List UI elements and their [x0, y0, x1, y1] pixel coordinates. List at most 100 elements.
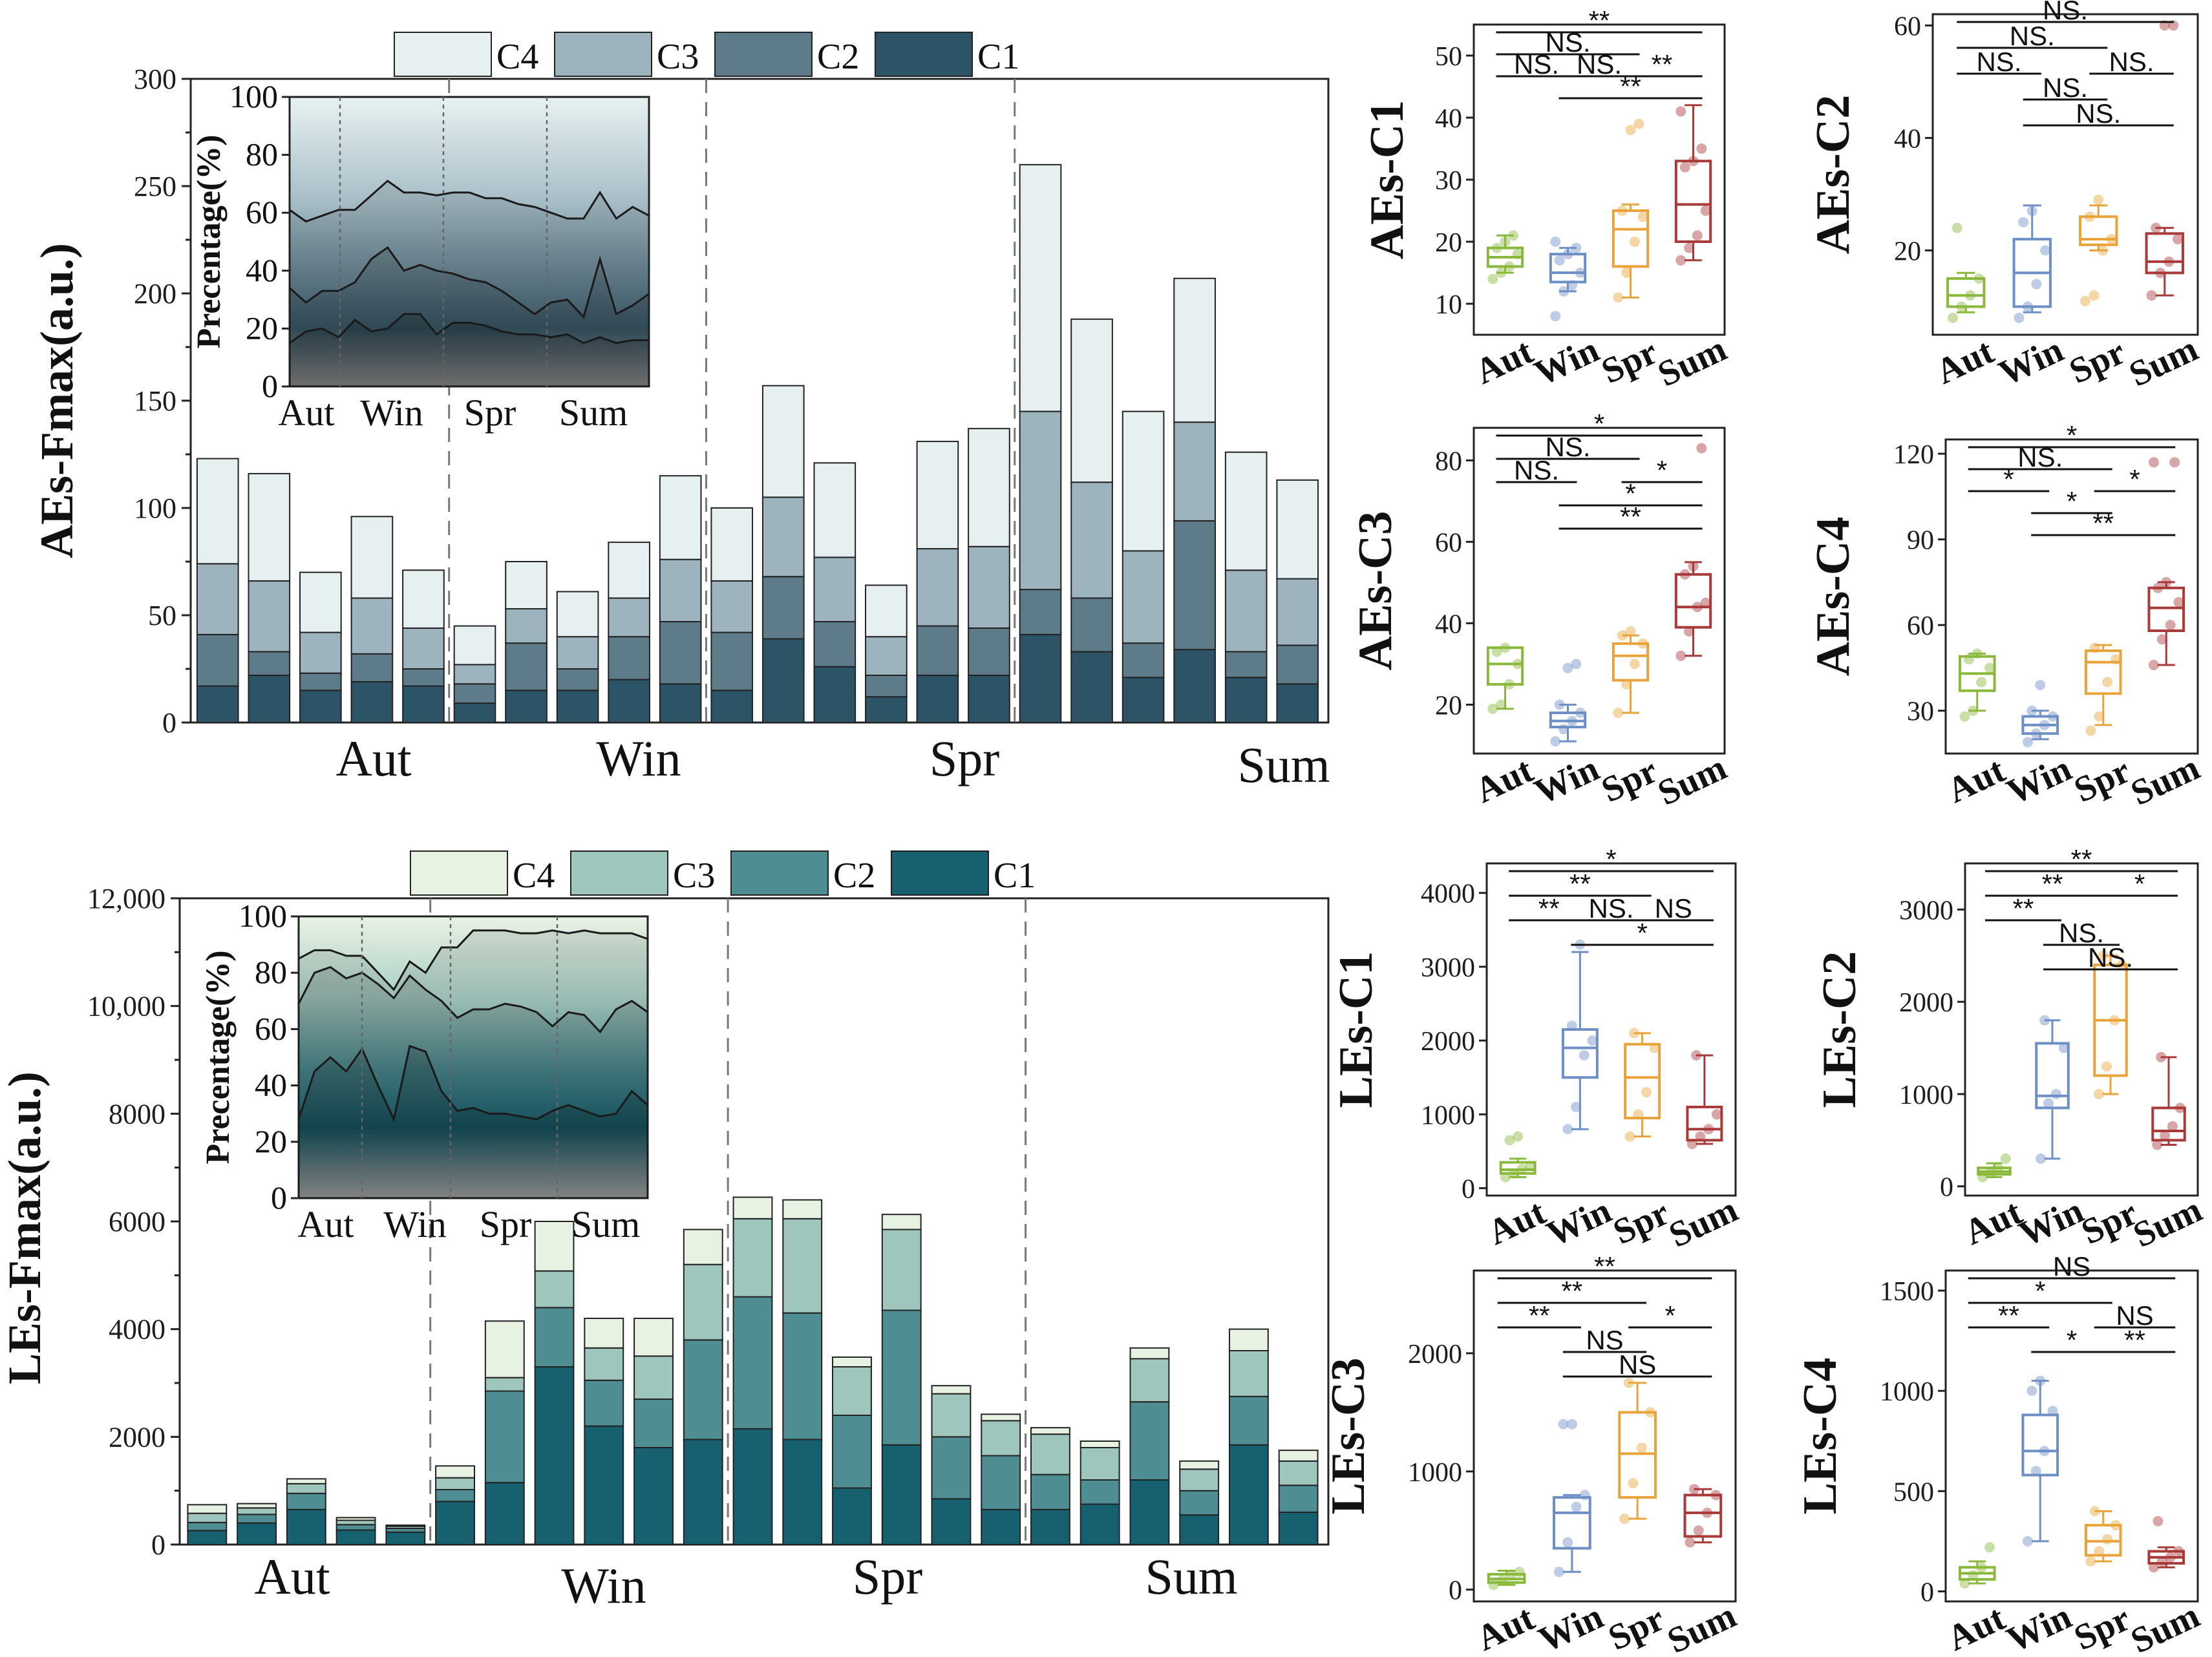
aes-c1-data-point: [1675, 106, 1686, 117]
les-bar-bar-c4: [1030, 1427, 1070, 1435]
aes-bar-bar-c3: [916, 548, 959, 627]
aes-c3-sig-label: **: [1620, 501, 1641, 532]
aes-c1-data-point: [1496, 268, 1507, 278]
les-bar-bar-c2: [286, 1492, 326, 1510]
aes-bar-inset-xtick-label: Spr: [464, 392, 516, 434]
les-c1-sig-label: *: [1637, 918, 1647, 948]
les-c2-ylabel: LEs-C2: [1813, 951, 1866, 1108]
les-c4-data-point: [2148, 1562, 2159, 1573]
aes-bar-bar-c1: [350, 681, 394, 724]
les-bar-inset: 0 20 40 60 80 100 Aut Win Spr Sum Precentage(%): [200, 898, 649, 1245]
aes-bar-bar-c2: [505, 642, 548, 691]
aes-bar-bar-c1: [453, 702, 496, 723]
aes-c4-ytick-label: 60: [1907, 611, 1934, 641]
aes-c4-ytick-label: 90: [1907, 526, 1934, 556]
les-c4-data-point: [2102, 1534, 2113, 1545]
aes-c1-ytick-label: 30: [1435, 166, 1462, 196]
les-c4-data-point: [1976, 1562, 1987, 1573]
les-c4-sig-label: *: [2035, 1276, 2045, 1306]
les-bar-bar-c1: [633, 1447, 674, 1545]
les-bar-bar-c4: [237, 1503, 277, 1509]
aes-c3-sig-label: NS.: [1514, 455, 1559, 485]
les-c3-sig-label: **: [1529, 1300, 1550, 1331]
les-c1-data-point: [1566, 1020, 1577, 1031]
aes-c1-data-point: [1637, 211, 1648, 222]
aes-bar-bar-c4: [968, 428, 1010, 547]
les-bar-bar-c1: [981, 1508, 1021, 1545]
les-bar-bar-c4: [385, 1525, 426, 1527]
les-c4-plot-frame: [1944, 1269, 2199, 1603]
les-bar-bar-c2: [981, 1455, 1021, 1510]
aes-c1-xtick-label: Sum: [1652, 329, 1732, 395]
aes-bar-ytick-label: 50: [148, 600, 176, 631]
les-c4-data-point: [2022, 1536, 2033, 1546]
aes-c1-ytick-label: 40: [1435, 104, 1462, 134]
aes-bar-legend-swatch-c4: [394, 32, 492, 77]
les-c3-data-point: [1553, 1567, 1564, 1578]
aes-c1-data-point: [1571, 242, 1582, 253]
les-bar-bar-c3: [435, 1477, 475, 1491]
les-bar-bar-c4: [1179, 1460, 1220, 1470]
aes-c1-sig-label: NS.: [1514, 49, 1559, 79]
les-bar-bar-c4: [832, 1356, 872, 1367]
les-c1-plot-frame: [1485, 862, 1737, 1197]
aes-c2-sig-label: NS.: [2010, 21, 2055, 51]
aes-bar-bar-c2: [813, 620, 856, 668]
aes-c3-data-point: [1637, 638, 1648, 649]
les-c3-ylabel: LEs-C3: [1322, 1358, 1375, 1515]
les-bar-bar-c3: [286, 1483, 326, 1494]
les-bar-bar-c3: [237, 1507, 277, 1515]
aes-bar-bar-c4: [813, 462, 856, 558]
aes-c3-data-point: [1696, 443, 1707, 454]
aes-c3-sig-label: NS.: [1545, 432, 1590, 462]
les-bar-bar-c3: [584, 1347, 624, 1381]
aes-c2-data-point: [1965, 290, 1976, 301]
les-c4-box-sum: [2147, 1515, 2185, 1573]
les-c1-sig-label: *: [1606, 844, 1616, 874]
les-bar-panel: 0 2000 4000 6000 8000 10,000 12,000 Aut Win Spr Su…: [0, 850, 1330, 1614]
aes-c4-data-point: [1963, 654, 1974, 665]
aes-bar-bar-c2: [402, 668, 445, 687]
aes-bar-legend-swatch-c1: [875, 32, 973, 77]
aes-bar-bar-c4: [1122, 410, 1165, 552]
aes-c4-data-point: [2085, 725, 2096, 736]
aes-c2-box-spr: [2079, 195, 2118, 306]
les-bar-inset-xtick-label: Spr: [480, 1203, 532, 1245]
les-c2-data-point: [2043, 1098, 2054, 1109]
les-c1-box-aut: [1499, 1131, 1537, 1183]
aes-c2-box-win: [2012, 204, 2052, 323]
les-c3-data-point: [1505, 1570, 1516, 1581]
les-c2-sig-label: *: [2134, 869, 2145, 899]
aes-c1-data-point: [1696, 143, 1707, 154]
les-bar-bar-c4: [881, 1214, 922, 1230]
aes-c1-box-body: [1549, 253, 1587, 284]
les-c1-sig-label: NS: [1655, 893, 1692, 923]
aes-c4-data-point: [2022, 737, 2033, 748]
aes-c2-ylabel: AEs-C2: [1807, 95, 1860, 255]
aes-c1-box-body: [1611, 209, 1650, 268]
aes-bar-ytick-label: 300: [134, 63, 176, 95]
aes-c4-sig-label: *: [2067, 420, 2077, 450]
aes-bar-bar-c3: [1070, 481, 1113, 599]
les-bar-season-label: Aut: [255, 1548, 330, 1605]
les-c2-data-point: [2152, 1139, 2163, 1150]
aes-bar-bar-c4: [556, 591, 599, 638]
aes-c2-data-point: [1947, 312, 1958, 323]
aes-c1-data-point: [1491, 242, 1502, 253]
aes-c1-data-point: [1512, 249, 1523, 260]
les-c4-xtick-label: Sum: [2125, 1596, 2206, 1657]
les-c2-data-point: [2058, 1042, 2069, 1053]
aes-c3-data-point: [1679, 569, 1690, 580]
aes-c3-data-point: [1550, 736, 1561, 747]
les-c4-box-aut: [1958, 1542, 1996, 1589]
aes-c2-box-body: [2145, 232, 2184, 275]
les-bar-legend-swatch-c4: [410, 850, 508, 896]
les-c3-plot-frame: [1473, 1269, 1737, 1603]
aes-c2-sig-label: NS.: [2043, 72, 2088, 103]
les-bar-bar-c4: [931, 1385, 972, 1395]
les-c3-sig-label: **: [1562, 1276, 1583, 1306]
aes-c4-box-sum: [2147, 457, 2185, 671]
aes-c1-data-point: [1566, 280, 1577, 291]
